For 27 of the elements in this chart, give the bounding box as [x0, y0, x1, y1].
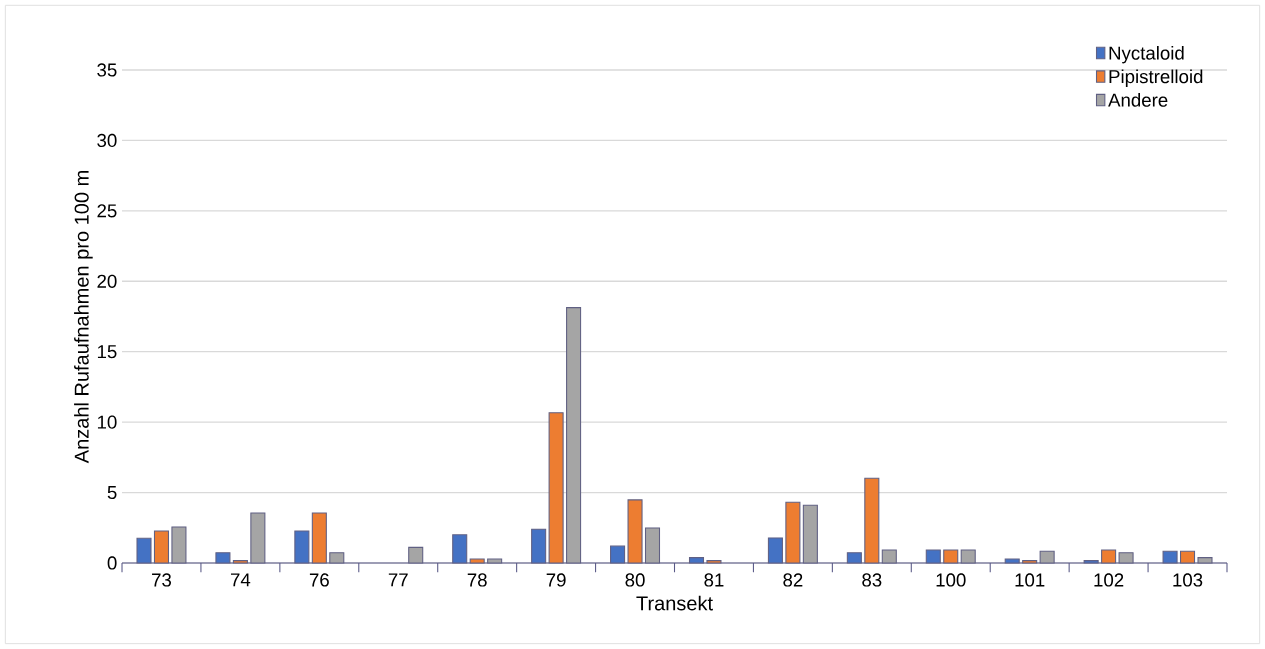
x-tick-label: 74: [230, 573, 251, 587]
y-tick-label: 10: [97, 415, 117, 429]
x-tick-label: 100: [936, 573, 966, 587]
x-tick-label: 82: [783, 573, 803, 587]
y-tick-label: 0: [107, 556, 117, 570]
x-tick-label: 81: [704, 573, 724, 587]
x-tick-label: 83: [862, 573, 882, 587]
x-axis-title: Transekt: [636, 595, 713, 611]
y-tick-label: 5: [107, 486, 117, 500]
legend-label: Nyctaloid: [1109, 46, 1184, 64]
y-axis-title: Anzahl Rufaufnahmen pro 100 m: [74, 171, 93, 464]
x-tick-label: 79: [546, 573, 566, 587]
y-tick-label: 35: [97, 63, 117, 77]
legend-label: Andere: [1108, 93, 1168, 107]
x-tick-label: 76: [309, 573, 329, 587]
y-tick-label: 15: [97, 345, 117, 359]
legend-label: Pipistrelloid: [1109, 69, 1203, 87]
y-tick-label: 30: [97, 133, 117, 148]
x-tick-label: 102: [1094, 573, 1124, 587]
x-tick-label: 80: [625, 573, 645, 587]
x-tick-label: 103: [1173, 573, 1203, 587]
x-tick-label: 78: [467, 573, 487, 587]
x-tick-label: 77: [388, 573, 408, 587]
x-tick-label: 73: [152, 573, 172, 587]
y-tick-label: 25: [97, 204, 117, 218]
x-tick-label: 101: [1015, 573, 1045, 587]
y-tick-label: 20: [97, 274, 117, 288]
